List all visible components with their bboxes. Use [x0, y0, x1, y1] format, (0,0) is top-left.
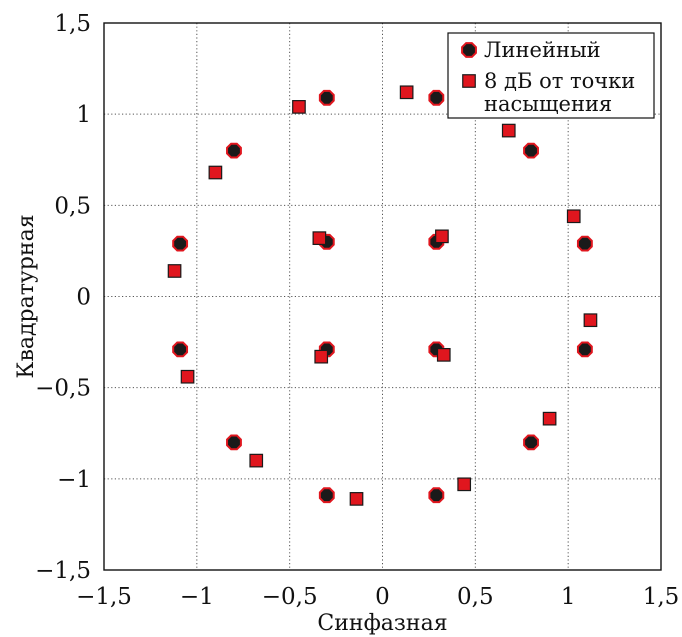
data-points — [167, 85, 598, 506]
tick-labels: −1,5 −1 −0,5 0 0,5 1 1,5 −1,5 −1 −0,5 0 0,5 1 1,5 — [35, 11, 679, 610]
y-tick-label: 0 — [76, 285, 91, 311]
linear-point — [523, 434, 539, 451]
x-tick-label: −1 — [180, 584, 214, 610]
y-tick-label: −1 — [57, 467, 91, 493]
x-tick-label: 1 — [561, 584, 576, 610]
saturation-point — [292, 100, 306, 114]
linear-point — [428, 89, 445, 106]
saturation-point — [501, 123, 516, 138]
saturation-point — [436, 347, 451, 362]
linear-point — [172, 341, 189, 358]
linear-point — [318, 89, 335, 106]
saturation-point — [208, 165, 223, 180]
saturation-point — [583, 313, 598, 328]
saturation-point — [566, 209, 581, 224]
y-tick-label: −1,5 — [35, 558, 91, 584]
x-tick-label: −1,5 — [76, 584, 132, 610]
saturation-point — [399, 85, 414, 100]
linear-point — [226, 434, 242, 451]
legend-label: насыщения — [484, 92, 612, 116]
y-tick-label: −0,5 — [35, 376, 91, 402]
saturation-point — [167, 264, 182, 278]
saturation-point — [435, 229, 449, 244]
legend-octagon-marker — [461, 42, 477, 58]
legend-entry: Линейный — [461, 38, 601, 62]
x-tick-label: 1,5 — [643, 584, 680, 610]
legend-label: 8 дБ от точки — [484, 69, 635, 93]
plot-frame — [103, 22, 662, 571]
linear-point — [576, 235, 593, 252]
saturation-point — [312, 231, 327, 246]
linear-point — [226, 142, 242, 159]
legend-box — [447, 32, 655, 119]
linear-point — [172, 235, 189, 252]
saturation-point — [457, 477, 472, 492]
x-tick-label: −0,5 — [262, 584, 318, 610]
saturation-point — [542, 411, 557, 426]
saturation-point — [314, 349, 329, 364]
linear-point — [576, 341, 593, 358]
linear-point — [523, 142, 539, 159]
linear-point — [318, 487, 335, 504]
y-tick-label: 1,5 — [54, 11, 91, 37]
legend-square-marker — [462, 74, 476, 88]
y-axis-label: Квадратурная — [14, 214, 39, 378]
y-tick-label: 1 — [76, 102, 91, 128]
y-tick-label: 0,5 — [54, 193, 91, 219]
saturation-point — [349, 492, 364, 506]
legend-label: Линейный — [484, 38, 601, 62]
saturation-point — [249, 453, 264, 468]
linear-point — [428, 487, 445, 504]
saturation-point — [180, 369, 195, 384]
x-axis-label: Синфазная — [317, 611, 447, 636]
x-tick-label: 0 — [375, 584, 390, 610]
x-tick-label: 0,5 — [457, 584, 494, 610]
